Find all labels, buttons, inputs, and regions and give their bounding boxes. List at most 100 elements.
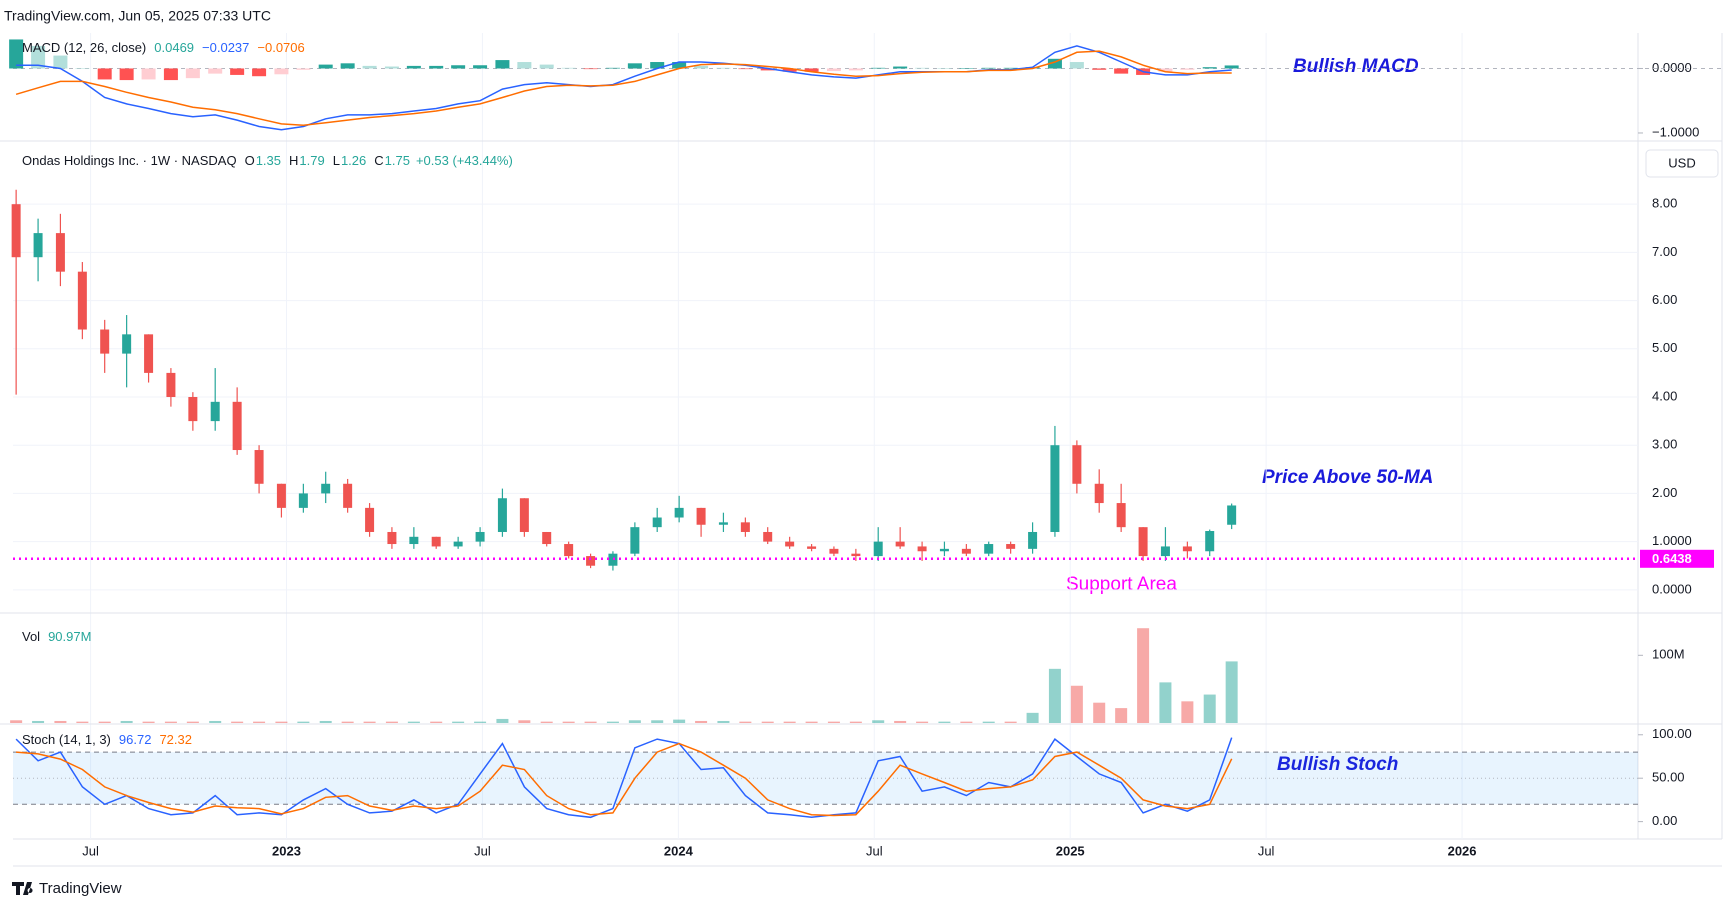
y-tick-label: −1.0000 (1652, 124, 1699, 139)
volume-bar (452, 721, 465, 723)
candle-body (961, 548, 971, 554)
legend-item: Vol (22, 629, 40, 644)
candle-body (763, 531, 773, 542)
x-tick-label: Jul (82, 843, 99, 858)
volume-bar (54, 720, 67, 723)
histogram-bar (871, 67, 886, 69)
series-line (16, 45, 1232, 131)
volume-bar (297, 721, 310, 723)
histogram-bar (893, 66, 908, 69)
candle-body (497, 498, 507, 532)
y-tick-label: 0.00 (1652, 813, 1677, 828)
candle-body (740, 522, 750, 532)
legend-item: +0.53 (+43.44%) (416, 153, 513, 168)
volume-bar (849, 721, 862, 723)
volume-bar (1137, 628, 1150, 723)
legend: Stoch (14, 1, 3) 96.72 72.32 (22, 732, 192, 747)
volume-bar (363, 721, 376, 723)
histogram-bar (318, 64, 333, 69)
candle-body (674, 507, 684, 518)
volume-bar (407, 721, 420, 723)
histogram-bar (185, 68, 200, 79)
candle-body (1138, 527, 1148, 557)
volume-bar (275, 721, 288, 723)
series-line (15, 50, 1232, 126)
candle-body (431, 536, 441, 547)
histogram-bar (31, 45, 46, 69)
annotation: Bullish MACD (1293, 56, 1419, 77)
histogram-bar (340, 63, 355, 69)
volume-bar (496, 718, 509, 723)
volume-bar (1181, 701, 1194, 723)
candle-body (166, 372, 176, 398)
y-tick-label: 3.00 (1652, 437, 1677, 452)
legend-item: Stoch (14, 1, 3) (22, 732, 111, 747)
candle-body (586, 556, 596, 566)
volume-bar (739, 721, 752, 723)
x-tick-label: Jul (866, 843, 883, 858)
histogram-bar (429, 65, 444, 69)
volume-bar (385, 721, 398, 723)
currency[interactable]: USD (1668, 155, 1695, 170)
candle-body (851, 553, 861, 557)
volume-bar (695, 720, 708, 723)
histogram-bar (119, 68, 134, 81)
x-tick-label: 2026 (1448, 843, 1477, 858)
volume-bar (1004, 721, 1017, 723)
candle-body (829, 548, 839, 554)
histogram-bar (53, 55, 68, 69)
candle-body (1028, 531, 1038, 549)
annotation: Support Area (1066, 574, 1177, 595)
candle-body (188, 397, 198, 422)
legend-item: 1.79 (299, 153, 324, 168)
volume-bar (32, 720, 45, 723)
y-tick-label: 7.00 (1652, 244, 1677, 259)
histogram-bar (848, 68, 863, 71)
histogram-bar (539, 64, 554, 69)
legend-item: 0.0469 (154, 40, 194, 55)
candle-body (873, 541, 883, 557)
volume-bar (430, 721, 443, 723)
volume-bar (628, 720, 641, 723)
candle-body (232, 401, 242, 451)
volume-bar (783, 721, 796, 723)
volume-bar (982, 721, 995, 723)
histogram-bar (1180, 68, 1195, 70)
histogram-bar (694, 65, 709, 69)
currency-box[interactable] (1645, 149, 1719, 178)
legend-item: C (374, 153, 383, 168)
support-label-box (1640, 549, 1714, 568)
legend: Vol 90.97M (22, 629, 91, 644)
histogram-bar (605, 67, 620, 69)
histogram-bar (1003, 67, 1018, 69)
candle-body (917, 546, 927, 552)
volume-bar (1048, 668, 1061, 723)
annotation: Price Above 50-MA (1262, 467, 1433, 488)
volume-bar (1203, 694, 1216, 723)
legend-item: −0.0706 (257, 40, 304, 55)
histogram-bar (1114, 68, 1129, 74)
volume-bar (761, 721, 774, 723)
histogram-bar (583, 68, 598, 70)
candle-body (1116, 503, 1126, 528)
y-tick-label: 4.00 (1652, 388, 1677, 403)
candle-body (1227, 505, 1237, 525)
volume-bar (606, 721, 619, 723)
volume-bar (231, 721, 244, 723)
histogram-bar (473, 65, 488, 69)
annotation: Bullish Stoch (1277, 754, 1398, 775)
candle-body (1050, 445, 1060, 532)
volume-bar (805, 721, 818, 723)
y-tick-label: 6.00 (1652, 292, 1677, 307)
y-tick-label: 0.0000 (1652, 581, 1692, 596)
histogram-bar (760, 68, 775, 71)
volume-bar (253, 721, 266, 723)
histogram-bar (672, 62, 687, 69)
histogram-bar (451, 65, 466, 69)
legend-item: MACD (12, 26, close) (22, 40, 146, 55)
histogram-bar (1047, 58, 1062, 69)
histogram-bar (495, 60, 510, 69)
volume-bar (10, 720, 23, 723)
legend-item: 1.75 (385, 153, 410, 168)
